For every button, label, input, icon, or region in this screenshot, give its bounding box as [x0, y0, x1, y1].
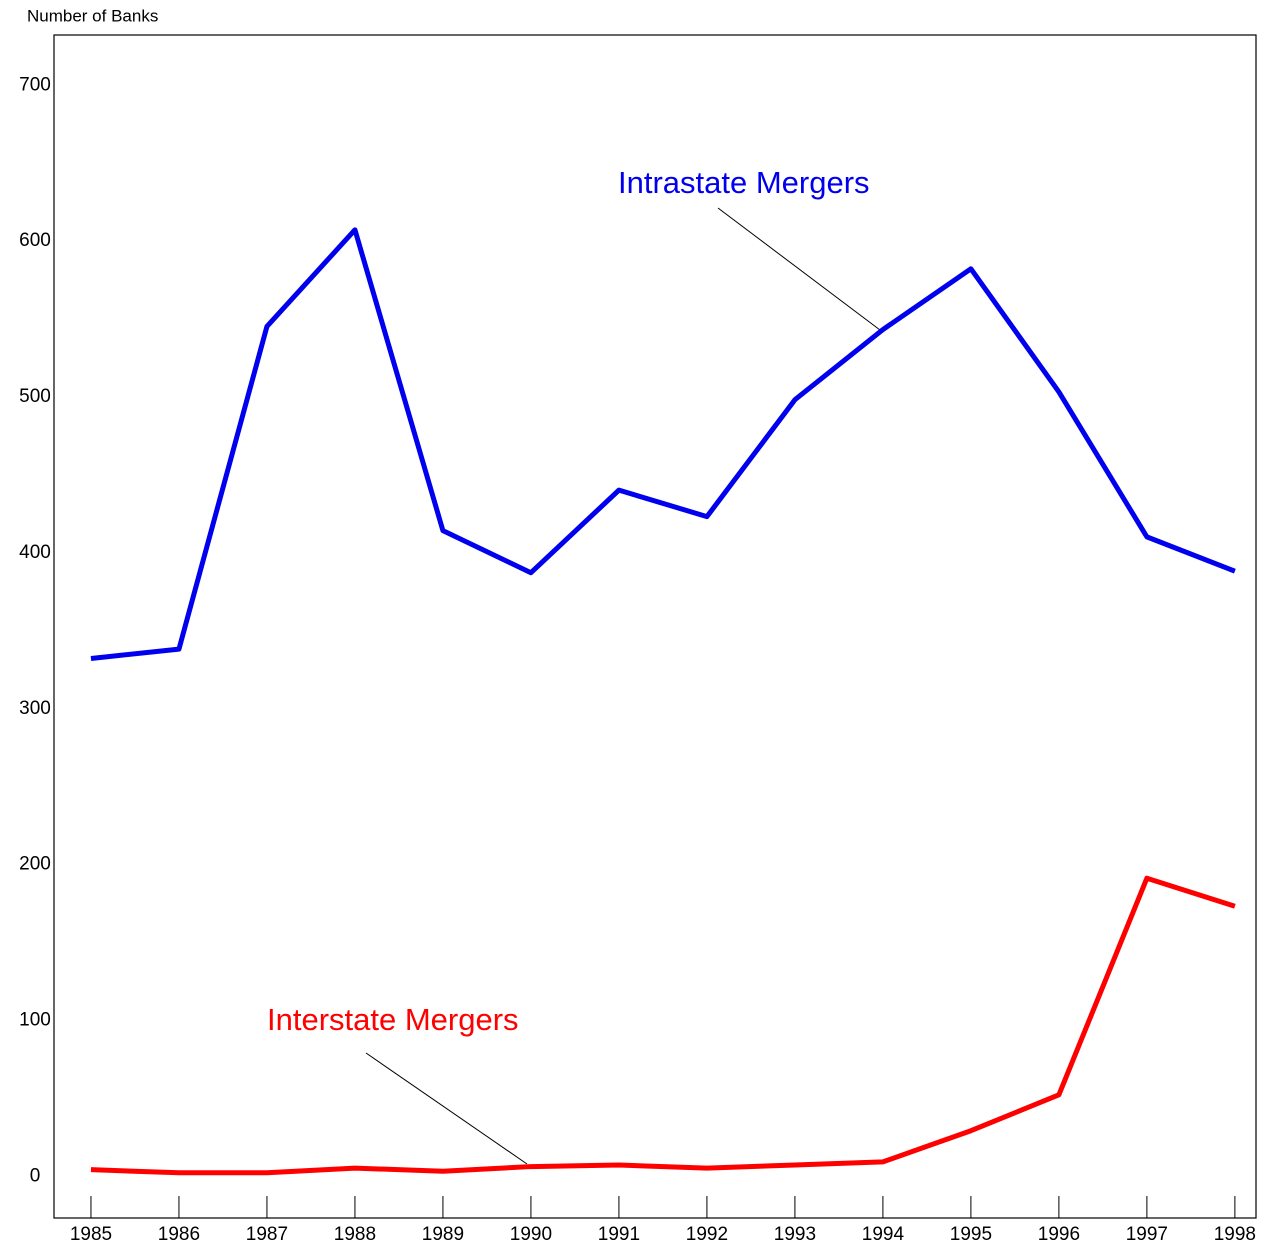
y-tick-label: 0	[30, 1165, 41, 1186]
leader-line	[365, 1052, 528, 1165]
x-tick-label: 1998	[1214, 1224, 1256, 1245]
x-tick-label: 1996	[1038, 1224, 1080, 1245]
series-line	[90, 227, 1236, 661]
x-tick-label: 1997	[1126, 1224, 1168, 1245]
x-tick-label: 1993	[774, 1224, 816, 1245]
y-tick-label: 300	[19, 698, 51, 719]
x-tick-label: 1987	[246, 1224, 288, 1245]
y-axis-label: Number of Banks	[27, 6, 158, 25]
series-annotation: Interstate Mergers	[267, 1002, 519, 1037]
x-tick-label: 1989	[422, 1224, 464, 1245]
plot-frame	[53, 34, 1257, 1219]
x-tick-label: 1994	[862, 1224, 905, 1245]
y-tick-label: 200	[19, 854, 51, 875]
x-tick-label: 1990	[510, 1224, 552, 1245]
series-annotation: Intrastate Mergers	[618, 165, 870, 200]
series-line	[90, 875, 1236, 1176]
x-tick-label: 1995	[950, 1224, 992, 1245]
x-tick-label: 1988	[334, 1224, 376, 1245]
y-tick-label: 700	[19, 74, 51, 95]
y-tick-label: 100	[19, 1010, 51, 1031]
x-tick-label: 1985	[70, 1224, 112, 1245]
y-tick-label: 600	[19, 230, 51, 251]
y-tick-label: 400	[19, 542, 51, 563]
x-tick-label: 1992	[686, 1224, 728, 1245]
leader-line	[717, 207, 881, 331]
y-tick-label: 500	[19, 386, 51, 407]
x-tick-label: 1991	[598, 1224, 640, 1245]
x-tick-label: 1986	[158, 1224, 200, 1245]
